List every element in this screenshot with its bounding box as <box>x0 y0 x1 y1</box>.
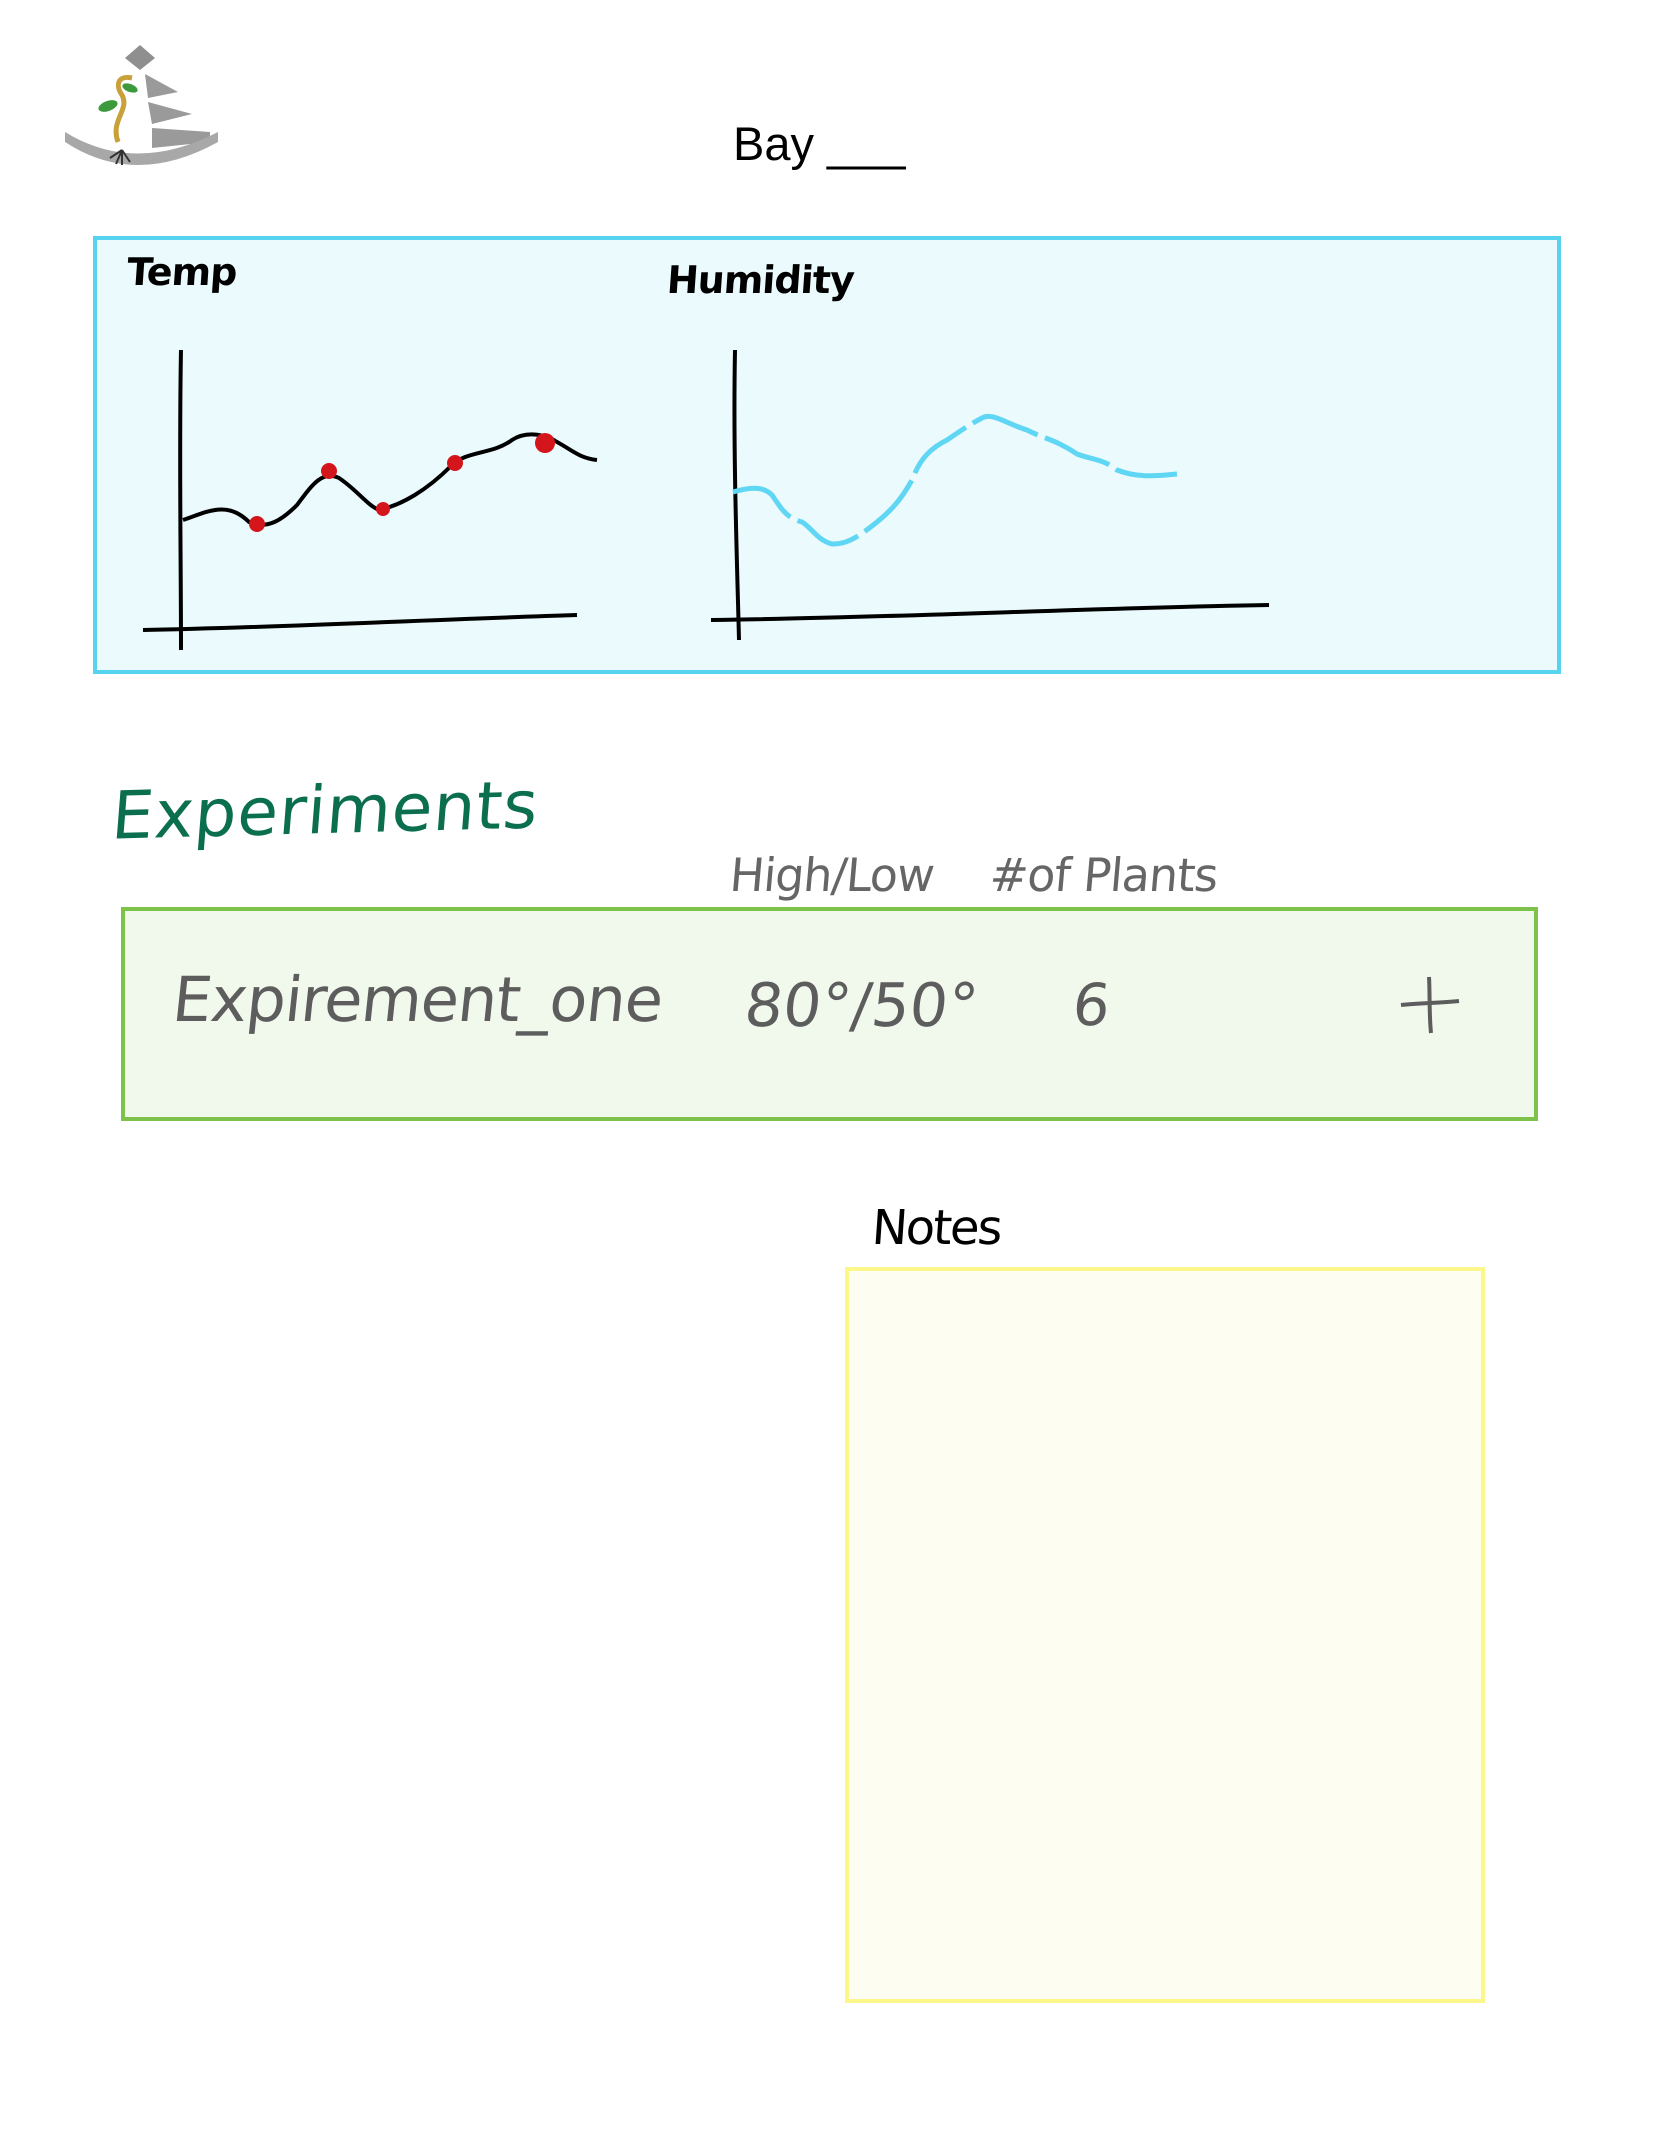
experiment-high-low: 80°/50° <box>741 971 982 1041</box>
temp-point <box>376 502 390 516</box>
temp-chart-label: Temp <box>125 250 238 294</box>
humidity-chart-label: Humidity <box>665 258 856 302</box>
plant-pyramid-logo-icon <box>65 45 218 165</box>
temp-point <box>249 516 265 532</box>
humidity-x-axis <box>710 603 1270 622</box>
column-header-plants: #of Plants <box>987 848 1220 902</box>
notes-textarea[interactable] <box>845 1267 1485 2003</box>
notes-label: Notes <box>870 1200 1003 1256</box>
experiment-name: Expirement_one <box>169 963 667 1036</box>
humidity-line <box>732 414 1178 547</box>
temp-line <box>182 432 598 527</box>
humidity-y-axis <box>732 349 741 641</box>
temp-x-axis <box>142 613 578 632</box>
plus-icon <box>1400 976 1460 1034</box>
temp-point <box>321 463 337 479</box>
temp-point <box>535 433 555 453</box>
temp-y-axis <box>178 349 183 651</box>
experiment-row[interactable]: Expirement_one 80°/50° 6 <box>121 907 1538 1121</box>
sensor-panel: Temp Humidity <box>93 236 1561 674</box>
temp-chart <box>142 349 598 651</box>
page-title: Bay ___ <box>733 117 906 170</box>
add-experiment-button[interactable] <box>1395 969 1465 1039</box>
column-header-high-low: High/Low <box>727 848 937 902</box>
temp-point <box>447 455 463 471</box>
humidity-chart <box>710 349 1270 641</box>
experiments-heading: Experiments <box>109 766 542 855</box>
experiment-plant-count: 6 <box>1069 971 1114 1039</box>
